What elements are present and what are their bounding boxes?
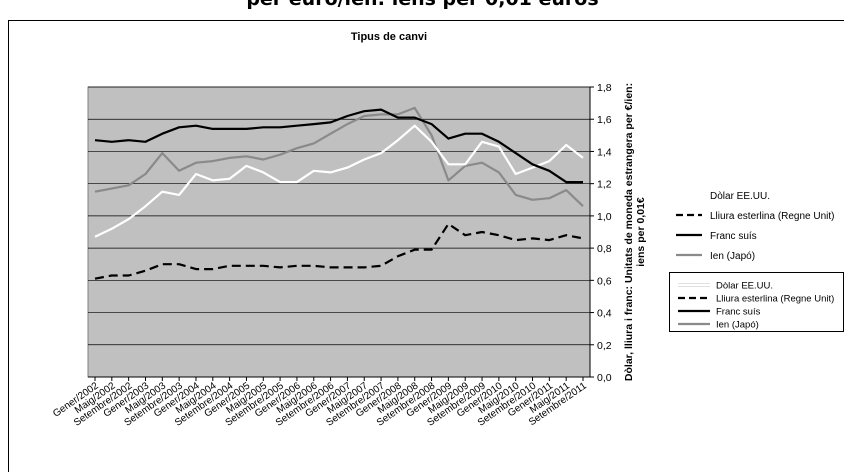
y-tick-label: 0,0 — [597, 372, 612, 384]
series-lines — [94, 106, 584, 280]
y-axis-label: Dòlar, lliura i franc: Unitats de moneda… — [623, 83, 647, 381]
page-title: per euro/ien: iens per 0,01 euros — [0, 0, 845, 10]
y-tick-label: 0,2 — [597, 340, 612, 352]
y-tick-label: 0,4 — [597, 308, 612, 320]
legend: Dòlar EE.UU. Lliura esterlina (Regne Unit… — [669, 272, 844, 332]
legend-entry-label: Lliura esterlina (Regne Unit) — [710, 211, 835, 222]
chart-frame: Tipus de canvi 0,0 0,2 0,4 0,6 0,8 1,0 1,2 1,4 1… — [8, 20, 844, 472]
y-tick-label: 1,8 — [597, 82, 612, 94]
plot-area — [87, 86, 591, 378]
legend-entry-label: Franc suís — [710, 231, 757, 242]
legend-entry-label: Ien (Japó) — [710, 251, 755, 262]
y-tick-label: 0,6 — [597, 275, 612, 287]
legend-label: Dòlar EE.UU. — [716, 281, 773, 292]
legend-label: Franc suís — [716, 307, 761, 318]
legend-label: Lliura esterlina (Regne Unit) — [716, 294, 834, 305]
series-line-2 — [94, 108, 583, 184]
x-tick-labels: Gener/2002Maig/2002Setembre/2002Gener/20… — [51, 377, 589, 429]
legend-entries: Dòlar EE.UU. Lliura esterlina (Regne Unit… — [676, 191, 835, 262]
legend-label: Ien (Japó) — [716, 320, 759, 331]
series-line-3 — [94, 106, 584, 207]
y-axis-label-line1: Dòlar, lliura i franc: Unitats de moneda… — [623, 83, 635, 381]
y-axis-label-line2: iens per 0,01€ — [635, 197, 647, 267]
chart-title: Tipus de canvi — [351, 31, 427, 43]
y-tick-labels: 0,0 0,2 0,4 0,6 0,8 1,0 1,2 1,4 1,6 1,8 — [590, 82, 612, 384]
series-line-0 — [94, 124, 584, 238]
y-tick-label: 1,4 — [597, 146, 612, 158]
y-tick-label: 1,2 — [597, 179, 612, 191]
line-chart: Tipus de canvi 0,0 0,2 0,4 0,6 0,8 1,0 1,2 1,4 1… — [51, 31, 835, 429]
y-tick-label: 0,8 — [597, 243, 612, 255]
legend-entry-label: Dòlar EE.UU. — [710, 191, 770, 202]
y-tick-label: 1,0 — [597, 211, 612, 223]
y-tick-label: 1,6 — [597, 114, 612, 126]
